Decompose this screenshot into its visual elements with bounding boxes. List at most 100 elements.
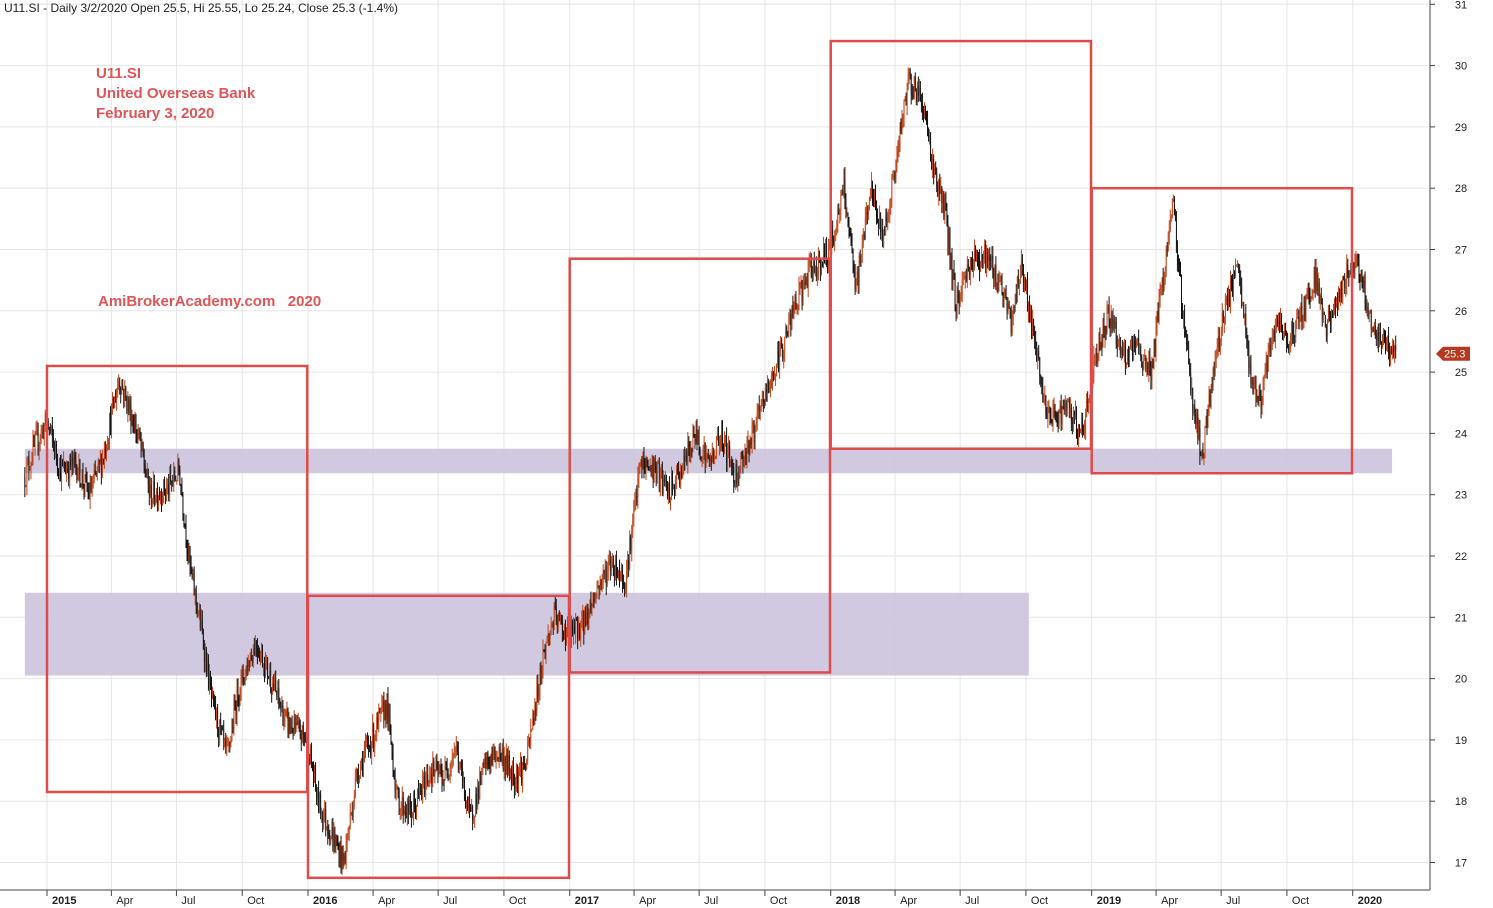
candle-body [1227,298,1228,302]
candle-body [535,708,537,711]
candle-body [425,780,427,795]
candle-body [1059,404,1061,412]
candle-body [1187,344,1189,347]
candle-body [1354,260,1356,270]
candle-body [423,776,425,780]
candle-body [391,743,393,754]
candle-body [437,764,439,775]
candle-body [864,218,866,240]
candle-body [1044,396,1046,401]
candle-body [945,201,947,211]
candle-body [180,484,182,487]
candle-body [832,229,834,240]
candle-body [562,632,564,639]
candle-body [133,424,135,433]
candle-body [83,485,85,489]
candle-body [405,812,407,819]
candle-body [1377,331,1379,342]
candle-body [961,279,963,297]
candle-body [913,77,915,98]
candle-body [1066,401,1068,410]
candle-body [1178,261,1179,264]
candle-body [1223,317,1225,323]
candle-body [641,461,643,469]
candle-body [261,650,262,654]
candle-body [702,453,704,459]
candle-body [756,412,758,425]
candle-body [376,717,378,736]
candle-body [1019,273,1021,283]
candle-body [577,619,579,639]
candle-body [876,207,877,220]
candle-body [938,180,940,196]
candle-body [252,648,254,663]
candle-body [1305,296,1307,316]
candle-body [583,611,585,635]
candle-body [765,389,767,393]
candle-body [608,559,610,564]
candle-body [965,274,967,281]
candle-body [782,346,784,359]
candle-body [1068,400,1070,409]
candle-body [1145,357,1147,370]
candle-body [162,499,163,504]
candle-body [1353,265,1355,270]
candle-body [984,244,986,258]
candle-body [295,722,297,729]
candle-body [360,764,361,776]
candle-body [1203,453,1205,459]
candle-body [1170,217,1172,221]
candle-body [122,385,124,390]
candle-body [681,472,683,478]
candle-body [258,653,259,656]
candle-body [828,244,829,266]
candle-body [166,487,168,494]
candle-body [413,799,414,817]
chart-header: U11.SI - Daily 3/2/2020 Open 25.5, Hi 25… [4,1,398,15]
candle-body [1102,320,1104,347]
candle-body [283,717,285,726]
candle-body [194,589,196,596]
candle-body [377,717,379,722]
candle-body [114,397,115,409]
candle-body [604,565,606,574]
candle-body [1212,369,1214,387]
candle-body [867,209,869,216]
candle-body [302,725,304,735]
candle-body [1337,298,1338,310]
candle-body [234,704,236,707]
candle-body [205,651,207,675]
candle-body [1251,383,1253,385]
candle-body [692,426,694,450]
candle-body [783,351,785,359]
y-tick-label: 28 [1455,183,1467,195]
candle-body [485,757,487,768]
candle-body [643,457,645,469]
candle-body [723,444,724,453]
candle-body [683,455,685,470]
candle-body [452,757,454,759]
candle-body [1024,279,1025,283]
candle-body [1061,406,1063,425]
candle-body [969,258,971,275]
candle-body [394,776,396,792]
candle-body [330,835,332,841]
candle-body [363,756,364,773]
candle-body [1278,320,1279,327]
candle-body [848,224,850,228]
candle-body [603,570,605,574]
candle-body [1153,341,1155,364]
x-tick-label: 2017 [575,895,599,907]
candle-body [1141,356,1143,367]
candle-body [541,669,543,675]
candle-body [1098,337,1100,355]
candle-body [838,209,840,214]
candle-body [930,134,931,162]
candle-body [95,473,97,475]
candle-body [289,717,291,728]
candle-body [432,760,434,783]
candle-body [1047,408,1049,419]
candle-body [988,256,990,262]
candle-body [300,737,302,741]
candle-body [478,786,480,800]
